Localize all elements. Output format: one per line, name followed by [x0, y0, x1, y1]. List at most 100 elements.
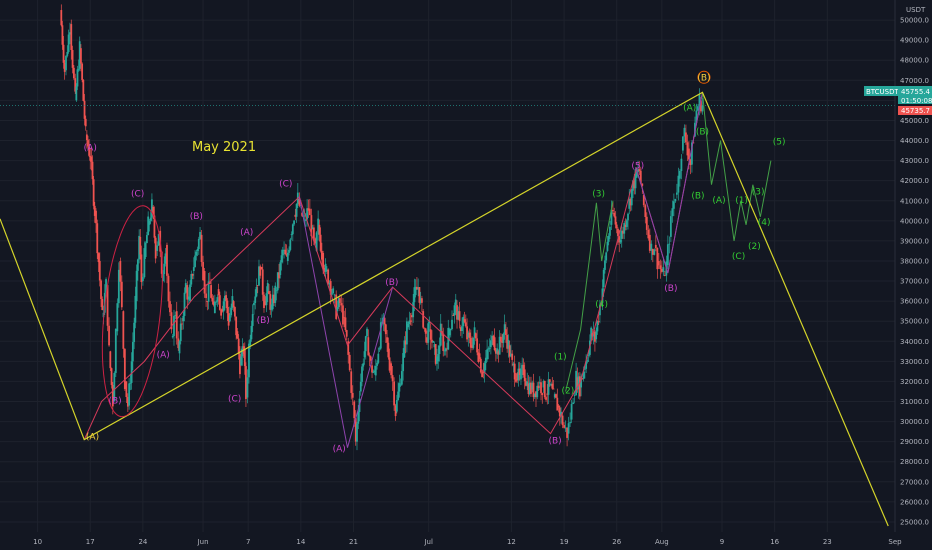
candle-body [446, 348, 448, 350]
candle-body [473, 327, 476, 338]
candle-body [116, 303, 119, 332]
candle-body [187, 296, 190, 300]
candle-body [117, 269, 120, 304]
candle-body [538, 382, 541, 384]
candle-body [166, 244, 168, 276]
candle-body [669, 216, 672, 237]
candle-body [452, 315, 455, 316]
candle-body [270, 304, 273, 310]
candle-body [369, 356, 372, 361]
candle-body [629, 198, 632, 206]
current-price: 45755.4 [901, 88, 930, 96]
candle-body [599, 305, 601, 316]
candle-body [594, 331, 596, 342]
price-tick-label: 43000.0 [900, 157, 929, 165]
candle-body [290, 234, 293, 236]
candle-body [154, 237, 157, 259]
candle-body [614, 216, 617, 225]
candle-body [577, 376, 580, 390]
candle-body [76, 69, 79, 87]
candle-body [493, 337, 496, 351]
price-tick-label: 49000.0 [900, 37, 929, 45]
candle-body [119, 260, 122, 282]
candle-body [289, 239, 292, 250]
candle-body [675, 192, 678, 195]
candle-body [627, 213, 629, 221]
candle-body [497, 351, 500, 355]
candle-body [423, 327, 426, 329]
candle-body [251, 314, 254, 326]
candle-body [255, 286, 258, 297]
candle-body [654, 244, 657, 248]
candle-body [472, 337, 475, 348]
time-axis[interactable]: 10 17 24 Jun 7 14 21 Jul 12 19 26 Aug 9 16 23 Sep [0, 532, 932, 550]
candle-body [390, 363, 392, 376]
candle-body [312, 227, 315, 239]
candle-body [398, 383, 401, 392]
price-axis[interactable]: 25000.0 26000.0 27000.0 28000.0 29000.0 30000… [894, 0, 932, 550]
candle-body [351, 392, 354, 398]
candle-body [466, 326, 468, 340]
candle-body [205, 293, 207, 299]
candle-body [207, 281, 210, 302]
candle-body [560, 411, 562, 417]
candle-body [386, 337, 388, 343]
candle-body [348, 354, 351, 371]
candle-body [536, 385, 539, 398]
candle-body [433, 344, 436, 348]
candle-body [632, 180, 634, 191]
candle-body [324, 263, 327, 272]
candle-body [78, 41, 81, 69]
candle-body [438, 345, 441, 355]
candle-body [75, 86, 78, 101]
wave-label: (B) [697, 73, 710, 83]
candle-body [131, 342, 134, 362]
candle-body [323, 267, 326, 272]
wave-label: (A) [240, 228, 253, 238]
candle-body [332, 288, 335, 294]
candle-body [422, 311, 425, 328]
candle-body [248, 343, 250, 378]
candle-body [605, 252, 608, 261]
candle-body [585, 361, 588, 369]
candle-body [111, 384, 114, 407]
candle-body [200, 234, 203, 262]
candle-body [394, 405, 397, 417]
candle-body [335, 294, 338, 319]
candle-body [151, 199, 153, 218]
candle-body [181, 323, 183, 325]
candle-body [662, 267, 665, 272]
candle-body [147, 216, 150, 236]
wave-line-purple [298, 196, 394, 448]
candle-body [623, 223, 626, 234]
candle-body [487, 348, 490, 350]
price-tick-label: 42000.0 [900, 177, 929, 185]
candle-body [583, 368, 586, 370]
wave-label: (1) [735, 196, 748, 206]
time-tick-label: 19 [560, 538, 569, 546]
candle-body [405, 321, 408, 345]
candle-body [486, 349, 489, 360]
candle-body [650, 243, 653, 251]
candle-body [540, 382, 542, 394]
candle-body [512, 363, 515, 366]
candle-body [220, 309, 223, 316]
price-tick-label: 35000.0 [900, 318, 929, 326]
candle-body [263, 294, 265, 309]
candle-body [656, 247, 659, 270]
candle-body [373, 370, 376, 373]
candle-body [625, 220, 628, 227]
candle-body [501, 341, 504, 343]
candle-body [426, 337, 428, 343]
candle-body [563, 425, 565, 428]
candle-body [682, 136, 684, 151]
candle-body [453, 305, 456, 316]
candle-body [686, 142, 689, 156]
candle-body [651, 248, 654, 255]
candle-body [680, 158, 683, 171]
candle-body [91, 161, 94, 180]
candle-body [260, 267, 263, 270]
candle-body [628, 198, 631, 209]
symbol-tag: BTCUSDT [866, 88, 900, 96]
